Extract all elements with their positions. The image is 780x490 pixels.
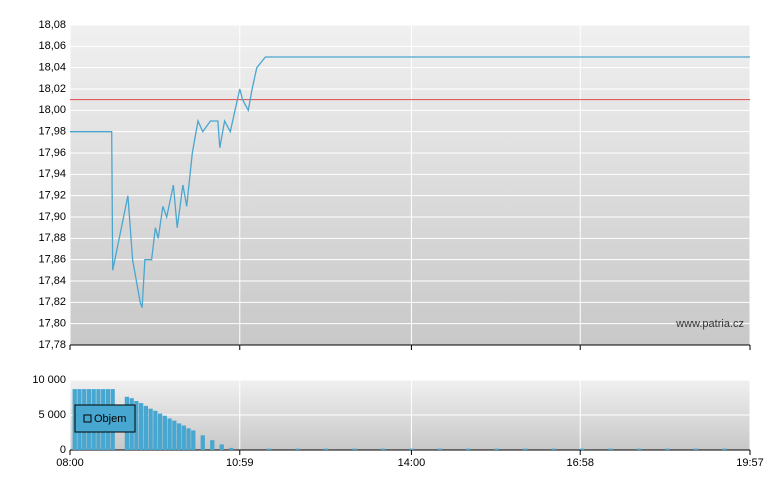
- y-tick-label: 17,78: [38, 339, 66, 351]
- volume-bar: [409, 448, 414, 450]
- x-tick-label: 08:00: [56, 457, 84, 469]
- volume-bar: [466, 448, 471, 450]
- volume-bar: [267, 448, 272, 450]
- volume-bar: [143, 405, 149, 450]
- volume-bar: [229, 447, 234, 450]
- x-tick-label: 19:57: [736, 457, 764, 469]
- price-line: [70, 56, 750, 308]
- plot-area: [70, 25, 750, 345]
- volume-bar: [172, 420, 177, 450]
- y-tick-label: 18,04: [38, 62, 66, 74]
- y-tick-label: 18,06: [38, 40, 66, 52]
- volume-bar: [186, 428, 191, 450]
- volume-bar: [693, 448, 699, 450]
- y-tick-label: 5 000: [38, 409, 66, 421]
- volume-bar: [551, 448, 556, 450]
- y-tick-label: 18,08: [38, 19, 66, 31]
- legend-label: Objem: [94, 413, 126, 425]
- volume-bar: [153, 410, 158, 450]
- y-tick-label: 17,98: [38, 126, 66, 138]
- y-tick-label: 17,88: [38, 232, 66, 244]
- volume-bar: [148, 408, 153, 450]
- legend: Objem: [74, 404, 136, 433]
- volume-bar: [722, 448, 727, 450]
- x-tick-label: 10:59: [226, 457, 254, 469]
- y-tick-label: 17,96: [38, 147, 66, 159]
- volume-bar: [200, 435, 205, 450]
- y-tick-label: 18,00: [38, 104, 66, 116]
- x-tick-label: 16:58: [566, 457, 594, 469]
- y-tick-label: 17,84: [38, 275, 66, 287]
- volume-bar: [295, 448, 300, 450]
- volume-bar: [181, 425, 186, 450]
- volume-bar: [176, 423, 182, 450]
- y-tick-label: 17,82: [38, 296, 66, 308]
- y-tick-label: 0: [60, 444, 66, 456]
- volume-bar: [191, 430, 196, 450]
- volume-bar: [494, 448, 499, 450]
- volume-bar: [134, 401, 139, 450]
- volume-bar: [523, 448, 528, 450]
- y-tick-label: 17,92: [38, 190, 66, 202]
- y-tick-label: 10 000: [32, 374, 66, 386]
- volume-bar: [210, 440, 215, 450]
- y-tick-label: 17,94: [38, 168, 66, 180]
- x-tick-label: 14:00: [398, 457, 426, 469]
- y-tick-label: 17,86: [38, 254, 66, 266]
- y-tick-label: 17,80: [38, 318, 66, 330]
- volume-bar: [580, 448, 585, 450]
- legend-swatch: [83, 414, 92, 423]
- volume-bar: [138, 403, 144, 450]
- y-tick-label: 18,02: [38, 83, 66, 95]
- volume-bar: [608, 448, 613, 450]
- volume-bar: [665, 448, 670, 450]
- volume-bar: [352, 448, 357, 450]
- volume-bar: [162, 415, 167, 450]
- volume-bar: [437, 448, 443, 450]
- volume-bar: [167, 418, 172, 450]
- volume-bar: [380, 448, 386, 450]
- volume-bar: [219, 444, 224, 450]
- volume-bar: [157, 413, 163, 450]
- volume-bar: [323, 448, 329, 450]
- volume-bar: [636, 448, 642, 450]
- y-tick-label: 17,90: [38, 211, 66, 223]
- watermark: www.patria.cz: [675, 318, 744, 330]
